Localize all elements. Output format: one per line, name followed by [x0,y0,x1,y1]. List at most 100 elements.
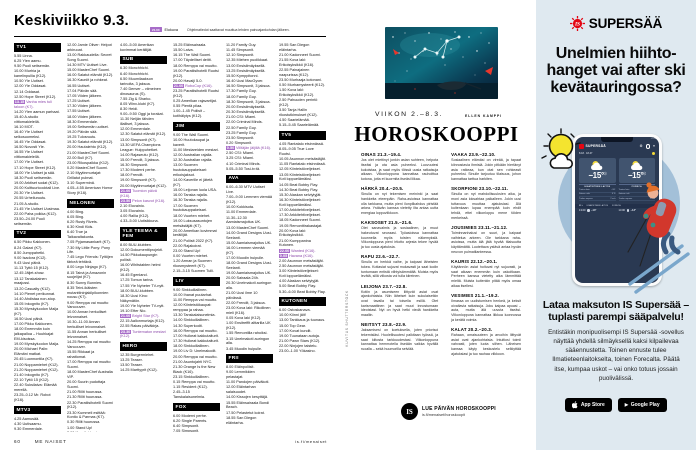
listing-entry: 6.50 Pikku Kakkonen. [14,240,51,245]
listing-entry: 14.00 Kaverille ei jätetä (K7). [173,178,213,187]
details-table-fmi: Tuntuu kuin −18° Sateen riski 0 % Tuulen nop… [579,189,616,202]
listing-entry: 17.30 Arkkitehtiveljekset. [279,213,321,218]
listing-entry: 7.05 Simpsonit. [173,429,200,432]
listing-entry: 0.15 Remppa vai muutto. [173,379,216,384]
listing-entry: 17.50 Pelastetut koirat. [226,410,265,415]
listing-entry: 20.00 Kova laki: Erikoisyksikkö. [279,228,307,238]
listing-entry: 15.50 Laiva. [173,48,194,53]
listing-entry-movie: 21.00 Bright Star (K7). [120,314,160,319]
listing-entry: 16.45 Egenland. [120,273,148,278]
sunrise-sunset-row: 8.18 · 18.47 [575,151,659,157]
listing-entry: 17.00 Täydelliset deitit. [173,58,212,63]
zodiac-sign-text: Sosiaalinen elämäsi on vireää, ja tapaat… [451,158,521,181]
zodiac-sign-name: RAPU 22.6.–22.7. [361,254,400,260]
listing-entry: 17.30 Moderni perhe. [120,168,157,173]
channel-header: KUTONEN [279,297,326,306]
listing-entry: 2.10 Myytinmurtajat: Grillatut pulmat. [67,171,102,181]
channel-header: FOX [173,402,220,412]
listing-entry: 16.45 Yle Oddasat. [14,140,47,145]
listing-entry: 10.50 Yle Uutiset. [14,79,44,84]
listing-entry: 23.50–24.00 Puoli seitsemän. [14,217,45,226]
listing-entry-movie: 23.50 Pelon kasvot (K16). [120,198,166,203]
listing-entry: 7.40 Denver – viimeinen dinosaurus (S). [120,86,161,96]
listing-entry: 17.55 Yle Nyheter TV-nytt. [120,283,165,288]
listing-entry-movie: 21.00 RoboCop (K16). [173,83,213,88]
listing-entry: 0.00 Vuorten miehet. [173,254,209,259]
zodiac-sign-text: Olet sanavalmis ja sosiaalinen, ja muut … [361,226,439,249]
listing-entry: 23.30 Kummeli esittää: Kontio & Parmas (… [67,410,106,420]
listing-entry: 19.20 Päivän sää. [67,129,98,134]
svg-text:IS: IS [574,22,580,28]
listing-entry: 0.20 Simpsonit. [226,140,253,145]
listing-entry: 22.00 Ninjojen taistelu. [279,344,318,349]
apple-icon [572,401,578,409]
listing-entry: 13.50 Teaser. [120,363,143,368]
listing-entry: 22.00 Paha polkka (K12). [14,211,57,216]
is-logo: IS [401,403,418,420]
listing-entry: 4.05–4.55 American Horror Story (K16). [67,186,113,196]
listing-entry-movie: 23.30 Tuntematon mestari (K12). [120,329,166,339]
listing-entry: 16.10 MOT. [14,124,34,129]
listing-entry: 8.00 BUU-klubben. [120,242,153,247]
listing-entry: 19.00 Yle Nyheter TV-nytt. [120,303,165,308]
listing-entry: 21.00 Kadonneet Suomi. [279,52,321,57]
listing-entry: 9.00 Remppa vai muutto Vancouver. [67,300,109,310]
listing-entry: 15.30 Myrskyluodon Maija (K7). [14,307,59,316]
listing-entry: 21.20 Noppamiehet (K12). [14,367,59,372]
listing-entry: 16.30 Kauniit ja rohkeat. [67,78,108,83]
forecast-cards: −15°ⓘ −15°ⓘ [575,156,659,184]
listing-entry: 6.25 Ylen aamu. [14,58,42,63]
zodiac-sign-name: VAAKA 23.9.–22.10. [451,152,496,157]
listing-entry: 0.20 MasterChef Suomi. [67,166,108,171]
listing-entry: 22.40 Suksilaiva: Elämää merellä. [14,383,57,392]
listing-entry: 19.00 Liv D: Unelmakodit. [173,349,217,354]
zodiac-sign-name: KAKSOSET 21.5.–21.6. [361,220,413,226]
zodiac-sign-text: Kotiin ja asumiseen liittyvät asiat ovat… [361,289,439,318]
listing-entry: 19.00 Tuunataan autoja. [279,333,320,338]
listing-entry: 18.00 Vuorten miehet. [173,213,211,218]
listing-entry: 23.15 Sinkkuillallinen. [173,374,210,379]
listing-entry: 22.10 Tyttö 15 (K12). [14,377,50,382]
listing-entry: 2.00 Kuppilat kuntoon, Hans Välimäki! [67,431,114,432]
google-play-badge: ▶ Google Play [617,398,667,412]
listing-entry: 12.14 Oddasat. [14,89,40,94]
listing-entry: 1.15 Resident (K12). [173,385,208,390]
listing-entry: 10.00 Annan herkulliset leivonnaiset. [67,310,107,320]
ad-brand-row: IS SUPERSÄÄ [536,16,696,31]
listing-entry: 7.00–9.00 Lemmen viemää (K12). [226,195,273,205]
listing-entry: 2.45–3.15 Tanskalaisunelmia. [173,390,206,400]
listing-entry: 20.00 Remppa vai muutto. [173,354,218,359]
listing-entry: 20.30 Yle Uutiset. [14,191,44,196]
listing-entry: 12.00 Kiinteistökaupat: remppaa ja rahaa… [173,303,212,313]
listing-entry: 6.40 Monchhichi. [120,71,149,76]
listing-entry: 7.30 My Little Pony: Pony Life. [67,245,111,255]
listing-entry: 19.00 Seitsemän uutiset. [67,124,109,129]
channel-header: NELONEN [67,198,114,208]
listing-entry: 22.00 Bull (K7). [67,155,94,160]
listing-entry: 9.50 Puoli seitsemän. [14,64,51,69]
listing-entry: 1.20 Arman ja Suomen rikosmysteerit (K7)… [173,259,212,269]
listing-entry: 17.10 Hope Street (K12). [14,165,57,170]
listing-entry: 12.05 Kiinteistöveljekset. [279,167,321,172]
listing-entry: 16.00 Salatut elämät (K12). [67,73,114,78]
site-url: is.fi/menaiset [295,439,327,444]
listing-entry: 20.00 Kulttuuricocktail Live. [14,186,61,191]
zodiac-sign-name: OINAS 21.3.–19.4. [361,152,402,157]
listing-entry: 20.00 Havaiji 5-0. [173,78,203,83]
channel-header: TV1 [14,43,61,52]
listing-entry-movie: 22.00 Wanted (K16). [279,248,316,253]
listing-entry: 19.25 Tulosruutu. [67,135,97,140]
listing-entry: 8.50 Jumppahetki. [14,250,46,255]
channel-header: TV2 [14,229,61,239]
legend: 21.00 Elokuva Ohjelmatiedot saattavat mu… [150,27,290,32]
zodiac-sign-block: VAAKA 23.9.–22.10. Sosiaalinen elämäsi on… [451,152,521,182]
listing-entry: 5.30–6.00 Beat Bobby Flay. [279,289,326,294]
legend-label: Elokuva [164,27,179,32]
listing-entry: 13.00 Suomen huutokauppakeisari: erikois… [173,163,207,177]
listing-entry: 4.10 Criminal Minds. [226,161,261,166]
listing-entry: 8.00 Eläinpoliisit. [226,365,255,370]
listing-entry: 9.30 Emmerdale. [14,426,43,431]
listing-entry: 4.00 Bing. [67,209,85,214]
zodiac-sign-text: Rahaan, omaisuuteen ja arvoihin liittyvä… [451,333,521,356]
page-number: 60 [14,439,21,444]
